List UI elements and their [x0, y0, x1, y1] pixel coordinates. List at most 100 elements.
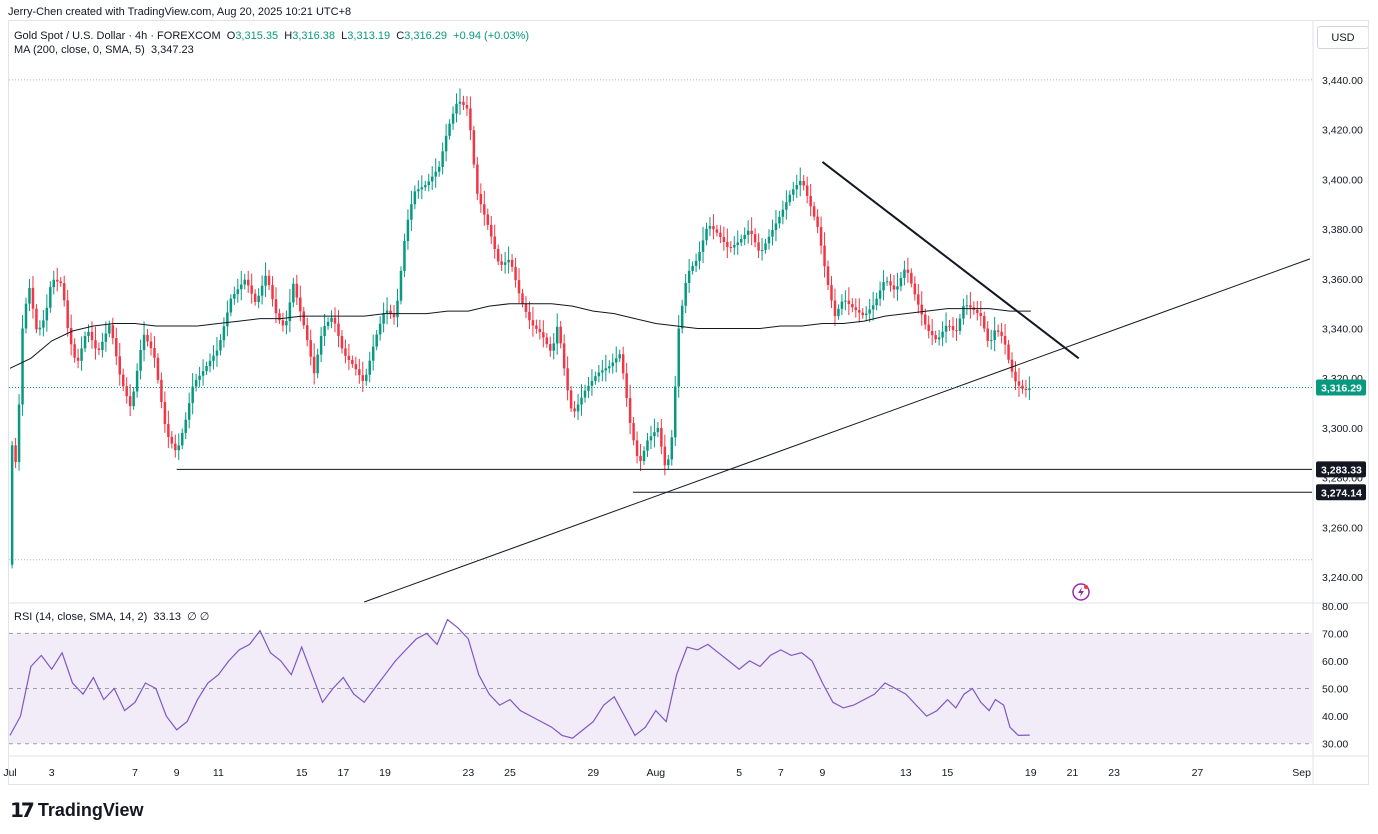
candle-body	[858, 310, 861, 313]
candle-body	[653, 432, 656, 437]
candle-body	[792, 189, 795, 195]
candle-body	[299, 297, 302, 312]
candle-body	[149, 341, 153, 349]
time-axis-tick-label: 19	[379, 767, 391, 779]
currency-button[interactable]: USD	[1317, 26, 1369, 49]
axis-layer: 3,240.003,260.003,280.003,300.003,320.00…	[3, 75, 1366, 779]
candle-body	[871, 305, 875, 310]
candle-body	[524, 303, 528, 312]
candle-body	[212, 355, 215, 361]
change-value: +0.94 (+0.03%)	[453, 30, 529, 42]
candle-body	[354, 364, 358, 370]
candle-body	[271, 285, 274, 300]
candle-body	[788, 194, 792, 203]
candle-body	[590, 381, 594, 386]
price-pane	[9, 88, 1312, 603]
candle-body	[601, 370, 604, 373]
time-axis-tick-label: Aug	[646, 767, 665, 779]
last-price-tag	[1316, 379, 1366, 396]
candle-body	[854, 307, 858, 311]
candle-body	[743, 234, 746, 240]
ma200-line	[9, 303, 1031, 369]
candle-body	[833, 300, 837, 317]
candle-body	[59, 281, 62, 284]
candle-body	[868, 309, 871, 314]
candle-body	[243, 279, 246, 285]
candle-body	[760, 249, 764, 251]
candle-body	[132, 391, 135, 407]
candle-body	[194, 379, 198, 387]
candle-body	[989, 340, 993, 342]
candle-body	[97, 348, 101, 351]
candle-body	[507, 259, 510, 263]
candle-body	[542, 332, 545, 338]
candle-body	[28, 287, 31, 304]
candle-body	[771, 230, 774, 237]
candle-body	[920, 304, 924, 315]
price-axis-tick-label: 3,360.00	[1322, 274, 1363, 286]
candle-body	[996, 330, 1000, 332]
candle-body	[420, 187, 424, 190]
candle-body	[458, 101, 462, 104]
rsi-axis-tick-label: 80.00	[1322, 601, 1348, 613]
candle-body	[489, 224, 493, 237]
candle-body	[493, 236, 496, 249]
candle-body	[246, 279, 250, 286]
candle-body	[913, 283, 917, 295]
candle-body	[566, 368, 569, 391]
candle-body	[288, 302, 292, 322]
candle-body	[618, 354, 621, 359]
candle-body	[368, 360, 371, 375]
rsi-line	[9, 618, 1030, 739]
candle-body	[535, 325, 538, 329]
rsi-axis-tick-label: 30.00	[1322, 739, 1348, 751]
candle-body	[250, 285, 253, 294]
candle-body	[163, 401, 167, 425]
time-axis-tick-label: 17	[337, 767, 349, 779]
close-value: 3,316.29	[404, 30, 448, 42]
candle-body	[708, 226, 712, 229]
candle-body	[73, 344, 76, 358]
candle-body	[184, 419, 187, 433]
candle-body	[1014, 371, 1017, 382]
candle-body	[222, 326, 226, 341]
ma-legend[interactable]: MA (200, close, 0, SMA, 5) 3,347.23	[14, 44, 194, 56]
time-axis-tick-label: 23	[462, 767, 474, 779]
time-axis-tick-label: 9	[174, 767, 180, 779]
candle-body	[778, 216, 781, 224]
candle-body	[451, 113, 455, 124]
candle-body	[951, 326, 955, 331]
candle-body	[264, 275, 267, 286]
flash-icon[interactable]	[1072, 583, 1090, 601]
price-axis-tick-label: 3,380.00	[1322, 224, 1363, 236]
tradingview-logo[interactable]: 𝟭𝟳 TradingView	[10, 798, 144, 823]
candle-body	[361, 375, 365, 381]
candle-body	[774, 223, 778, 231]
candle-body	[14, 445, 17, 462]
candle-body	[576, 404, 580, 412]
candle-body	[333, 317, 337, 324]
candle-body	[962, 306, 965, 319]
candle-body	[948, 325, 951, 327]
symbol-legend: Gold Spot / U.S. Dollar · 4h · FOREXCOM …	[14, 30, 529, 42]
candle-body	[979, 312, 983, 317]
candle-body	[469, 108, 472, 131]
candle-body	[302, 311, 306, 326]
candle-body	[802, 180, 805, 186]
candle-body	[1028, 388, 1031, 391]
candle-body	[49, 287, 52, 308]
candle-body	[253, 293, 257, 302]
rsi-legend[interactable]: RSI (14, close, SMA, 14, 2) 33.13 ∅ ∅	[14, 610, 209, 623]
candle-body	[712, 226, 715, 230]
candle-body	[840, 301, 844, 309]
candle-body	[455, 103, 458, 114]
candle-body	[476, 164, 479, 194]
candle-body	[278, 313, 281, 321]
price-axis-tick-label: 3,240.00	[1322, 572, 1363, 584]
ma-legend-label: MA (200, close, 0, SMA, 5)	[14, 44, 145, 56]
close-label: C	[396, 30, 405, 42]
candle-body	[215, 350, 219, 356]
candle-body	[639, 455, 642, 462]
candle-body	[337, 323, 340, 336]
